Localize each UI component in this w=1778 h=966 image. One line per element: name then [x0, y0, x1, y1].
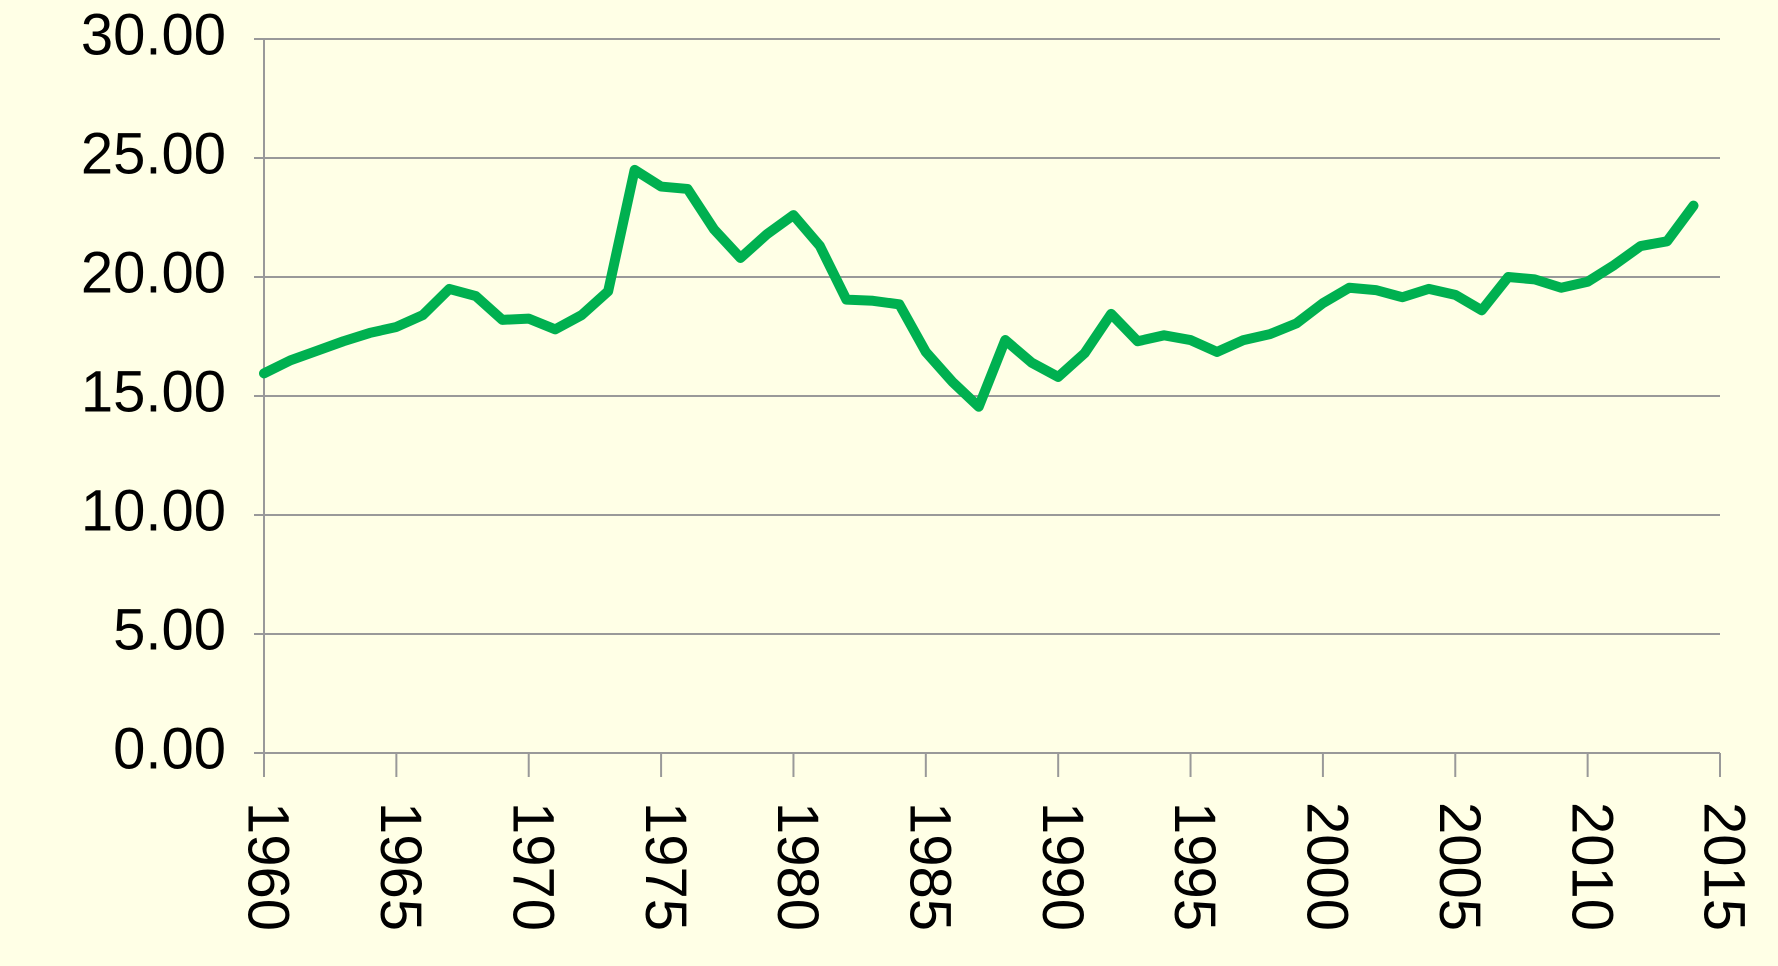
x-tick-label: 2005: [1427, 802, 1492, 931]
y-tick-label: 10.00: [81, 478, 226, 543]
x-tick-label: 2015: [1692, 802, 1757, 931]
y-tick-label: 20.00: [81, 240, 226, 305]
x-tick-label: 2010: [1559, 802, 1624, 931]
x-tick-label: 1995: [1162, 802, 1227, 931]
x-tick-label: 1970: [500, 802, 565, 931]
x-tick-label: 1960: [236, 802, 301, 931]
x-tick-label: 1985: [897, 802, 962, 931]
x-tick-label: 2000: [1295, 802, 1360, 931]
y-tick-label: 25.00: [81, 121, 226, 186]
y-tick-label: 0.00: [113, 716, 226, 781]
data-line: [259, 164, 1699, 412]
x-tick-label: 1975: [633, 802, 698, 931]
x-tick-label: 1990: [1030, 802, 1095, 931]
y-tick-label: 15.00: [81, 359, 226, 424]
x-tick-label: 1980: [765, 802, 830, 931]
x-tick-label: 1965: [368, 802, 433, 931]
y-tick-label: 30.00: [81, 2, 226, 67]
y-tick-label: 5.00: [113, 597, 226, 662]
